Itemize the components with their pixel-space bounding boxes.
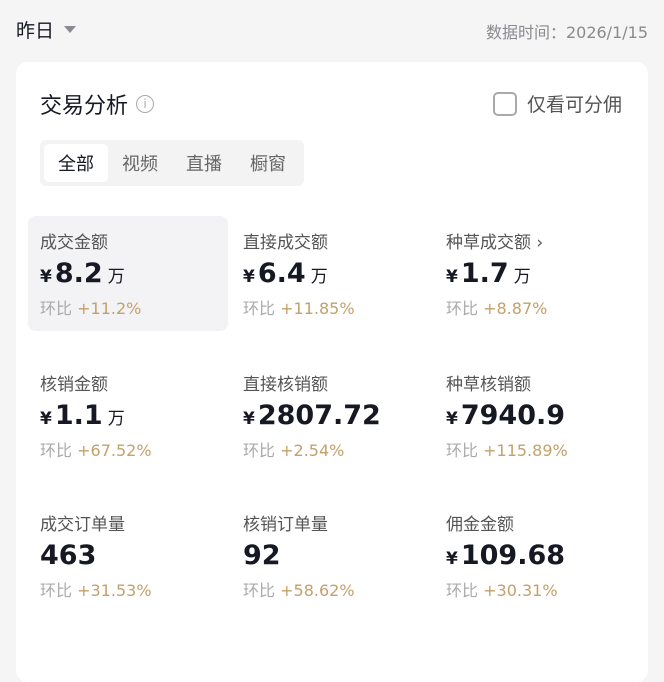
currency: ¥ [446, 409, 458, 429]
metric-number: 1.7 [460, 258, 509, 289]
metric-card[interactable]: 成交订单量 463 环比 +31.53% [28, 498, 228, 613]
metric-change: 环比 +30.31% [446, 577, 622, 601]
change-label: 环比 [40, 441, 73, 460]
metric-card[interactable]: 直接核销额 ¥2807.72 环比 +2.54% [231, 358, 431, 473]
metric-number: 92 [243, 540, 281, 571]
metric-label: 种草成交额 › [446, 233, 544, 253]
tab-showcase[interactable]: 橱窗 [250, 154, 286, 175]
metric-value: ¥109.68 [446, 540, 622, 571]
change-label: 环比 [446, 441, 479, 460]
metric-value: 92 [243, 540, 419, 571]
tab-video[interactable]: 视频 [122, 154, 158, 175]
metric-number: 463 [40, 540, 97, 571]
unit: 万 [310, 267, 328, 287]
metric-label: 成交金额 [40, 233, 108, 253]
metric-label: 成交订单量 [40, 515, 125, 535]
change-label: 环比 [243, 299, 276, 318]
metric-label: 佣金金额 [446, 515, 514, 535]
currency: ¥ [446, 549, 458, 569]
change-label: 环比 [40, 299, 73, 318]
card-title-text: 交易分析 [40, 94, 129, 119]
metric-value: ¥8.2 万 [40, 258, 216, 289]
metric-change: 环比 +67.52% [40, 437, 216, 461]
change-value: +31.53% [77, 581, 152, 600]
change-label: 环比 [446, 299, 479, 318]
data-time: 数据时间：2026/1/15 [485, 23, 648, 42]
metric-number: 8.2 [54, 258, 103, 289]
currency: ¥ [243, 409, 255, 429]
change-label: 环比 [446, 581, 479, 600]
metric-value: ¥7940.9 [446, 400, 622, 431]
metric-card[interactable]: 佣金金额 ¥109.68 环比 +30.31% [434, 498, 634, 613]
trade-analysis-card: 交易分析 i 仅看可分佣 全部 视频 直播 橱窗 成交金额 ¥8.2 万 环比 +1… [16, 62, 648, 682]
metric-value: ¥1.1 万 [40, 400, 216, 431]
unit: 万 [107, 267, 125, 287]
metric-card[interactable]: 种草核销额 ¥7940.9 环比 +115.89% [434, 358, 634, 473]
currency: ¥ [243, 267, 255, 287]
metric-change: 环比 +31.53% [40, 577, 216, 601]
change-value: +11.2% [77, 299, 142, 318]
change-value: +30.31% [483, 581, 558, 600]
change-value: +11.85% [280, 299, 355, 318]
metric-value: ¥6.4 万 [243, 258, 419, 289]
change-value: +8.87% [483, 299, 548, 318]
currency: ¥ [40, 409, 52, 429]
change-value: +67.52% [77, 441, 152, 460]
checkbox-icon[interactable] [492, 91, 517, 116]
metric-label: 直接成交额 [243, 233, 328, 253]
metric-change: 环比 +115.89% [446, 437, 622, 461]
change-value: +2.54% [280, 441, 345, 460]
channel-tabs: 全部 视频 直播 橱窗 [40, 140, 304, 186]
metric-card[interactable]: 种草成交额 › ¥1.7 万 环比 +8.87% [434, 216, 634, 331]
metric-change: 环比 +58.62% [243, 577, 419, 601]
metric-value: ¥1.7 万 [446, 258, 622, 289]
period-label: 昨日 [16, 20, 55, 42]
metric-number: 1.1 [54, 400, 103, 431]
change-label: 环比 [40, 581, 73, 600]
metric-value: 463 [40, 540, 216, 571]
unit: 万 [513, 267, 531, 287]
tab-live[interactable]: 直播 [186, 154, 222, 175]
period-dropdown[interactable]: 昨日 [16, 16, 77, 43]
metric-change: 环比 +2.54% [243, 437, 419, 461]
currency: ¥ [40, 267, 52, 287]
change-value: +115.89% [483, 441, 568, 460]
metric-number: 109.68 [460, 540, 566, 571]
currency: ¥ [446, 267, 458, 287]
metric-label: 直接核销额 [243, 375, 328, 395]
commission-only-checkbox[interactable]: 仅看可分佣 [492, 90, 622, 117]
caret-down-icon [64, 26, 77, 33]
change-value: +58.62% [280, 581, 355, 600]
metric-card[interactable]: 核销金额 ¥1.1 万 环比 +67.52% [28, 358, 228, 473]
metric-card[interactable]: 成交金额 ¥8.2 万 环比 +11.2% [28, 216, 228, 331]
metric-label: 种草核销额 [446, 375, 531, 395]
metric-label: 核销订单量 [243, 515, 328, 535]
metric-number: 2807.72 [257, 400, 381, 431]
metric-card[interactable]: 核销订单量 92 环比 +58.62% [231, 498, 431, 613]
metric-card[interactable]: 直接成交额 ¥6.4 万 环比 +11.85% [231, 216, 431, 331]
metric-change: 环比 +11.85% [243, 295, 419, 319]
metric-change: 环比 +8.87% [446, 295, 622, 319]
metric-change: 环比 +11.2% [40, 295, 216, 319]
metric-value: ¥2807.72 [243, 400, 419, 431]
checkbox-label: 仅看可分佣 [526, 94, 622, 116]
info-icon[interactable]: i [136, 95, 155, 113]
tab-all[interactable]: 全部 [44, 144, 108, 182]
metric-number: 7940.9 [460, 400, 566, 431]
card-title: 交易分析 i [40, 88, 155, 120]
unit: 万 [107, 409, 125, 429]
metric-number: 6.4 [257, 258, 306, 289]
change-label: 环比 [243, 581, 276, 600]
metric-label: 核销金额 [40, 375, 108, 395]
change-label: 环比 [243, 441, 276, 460]
